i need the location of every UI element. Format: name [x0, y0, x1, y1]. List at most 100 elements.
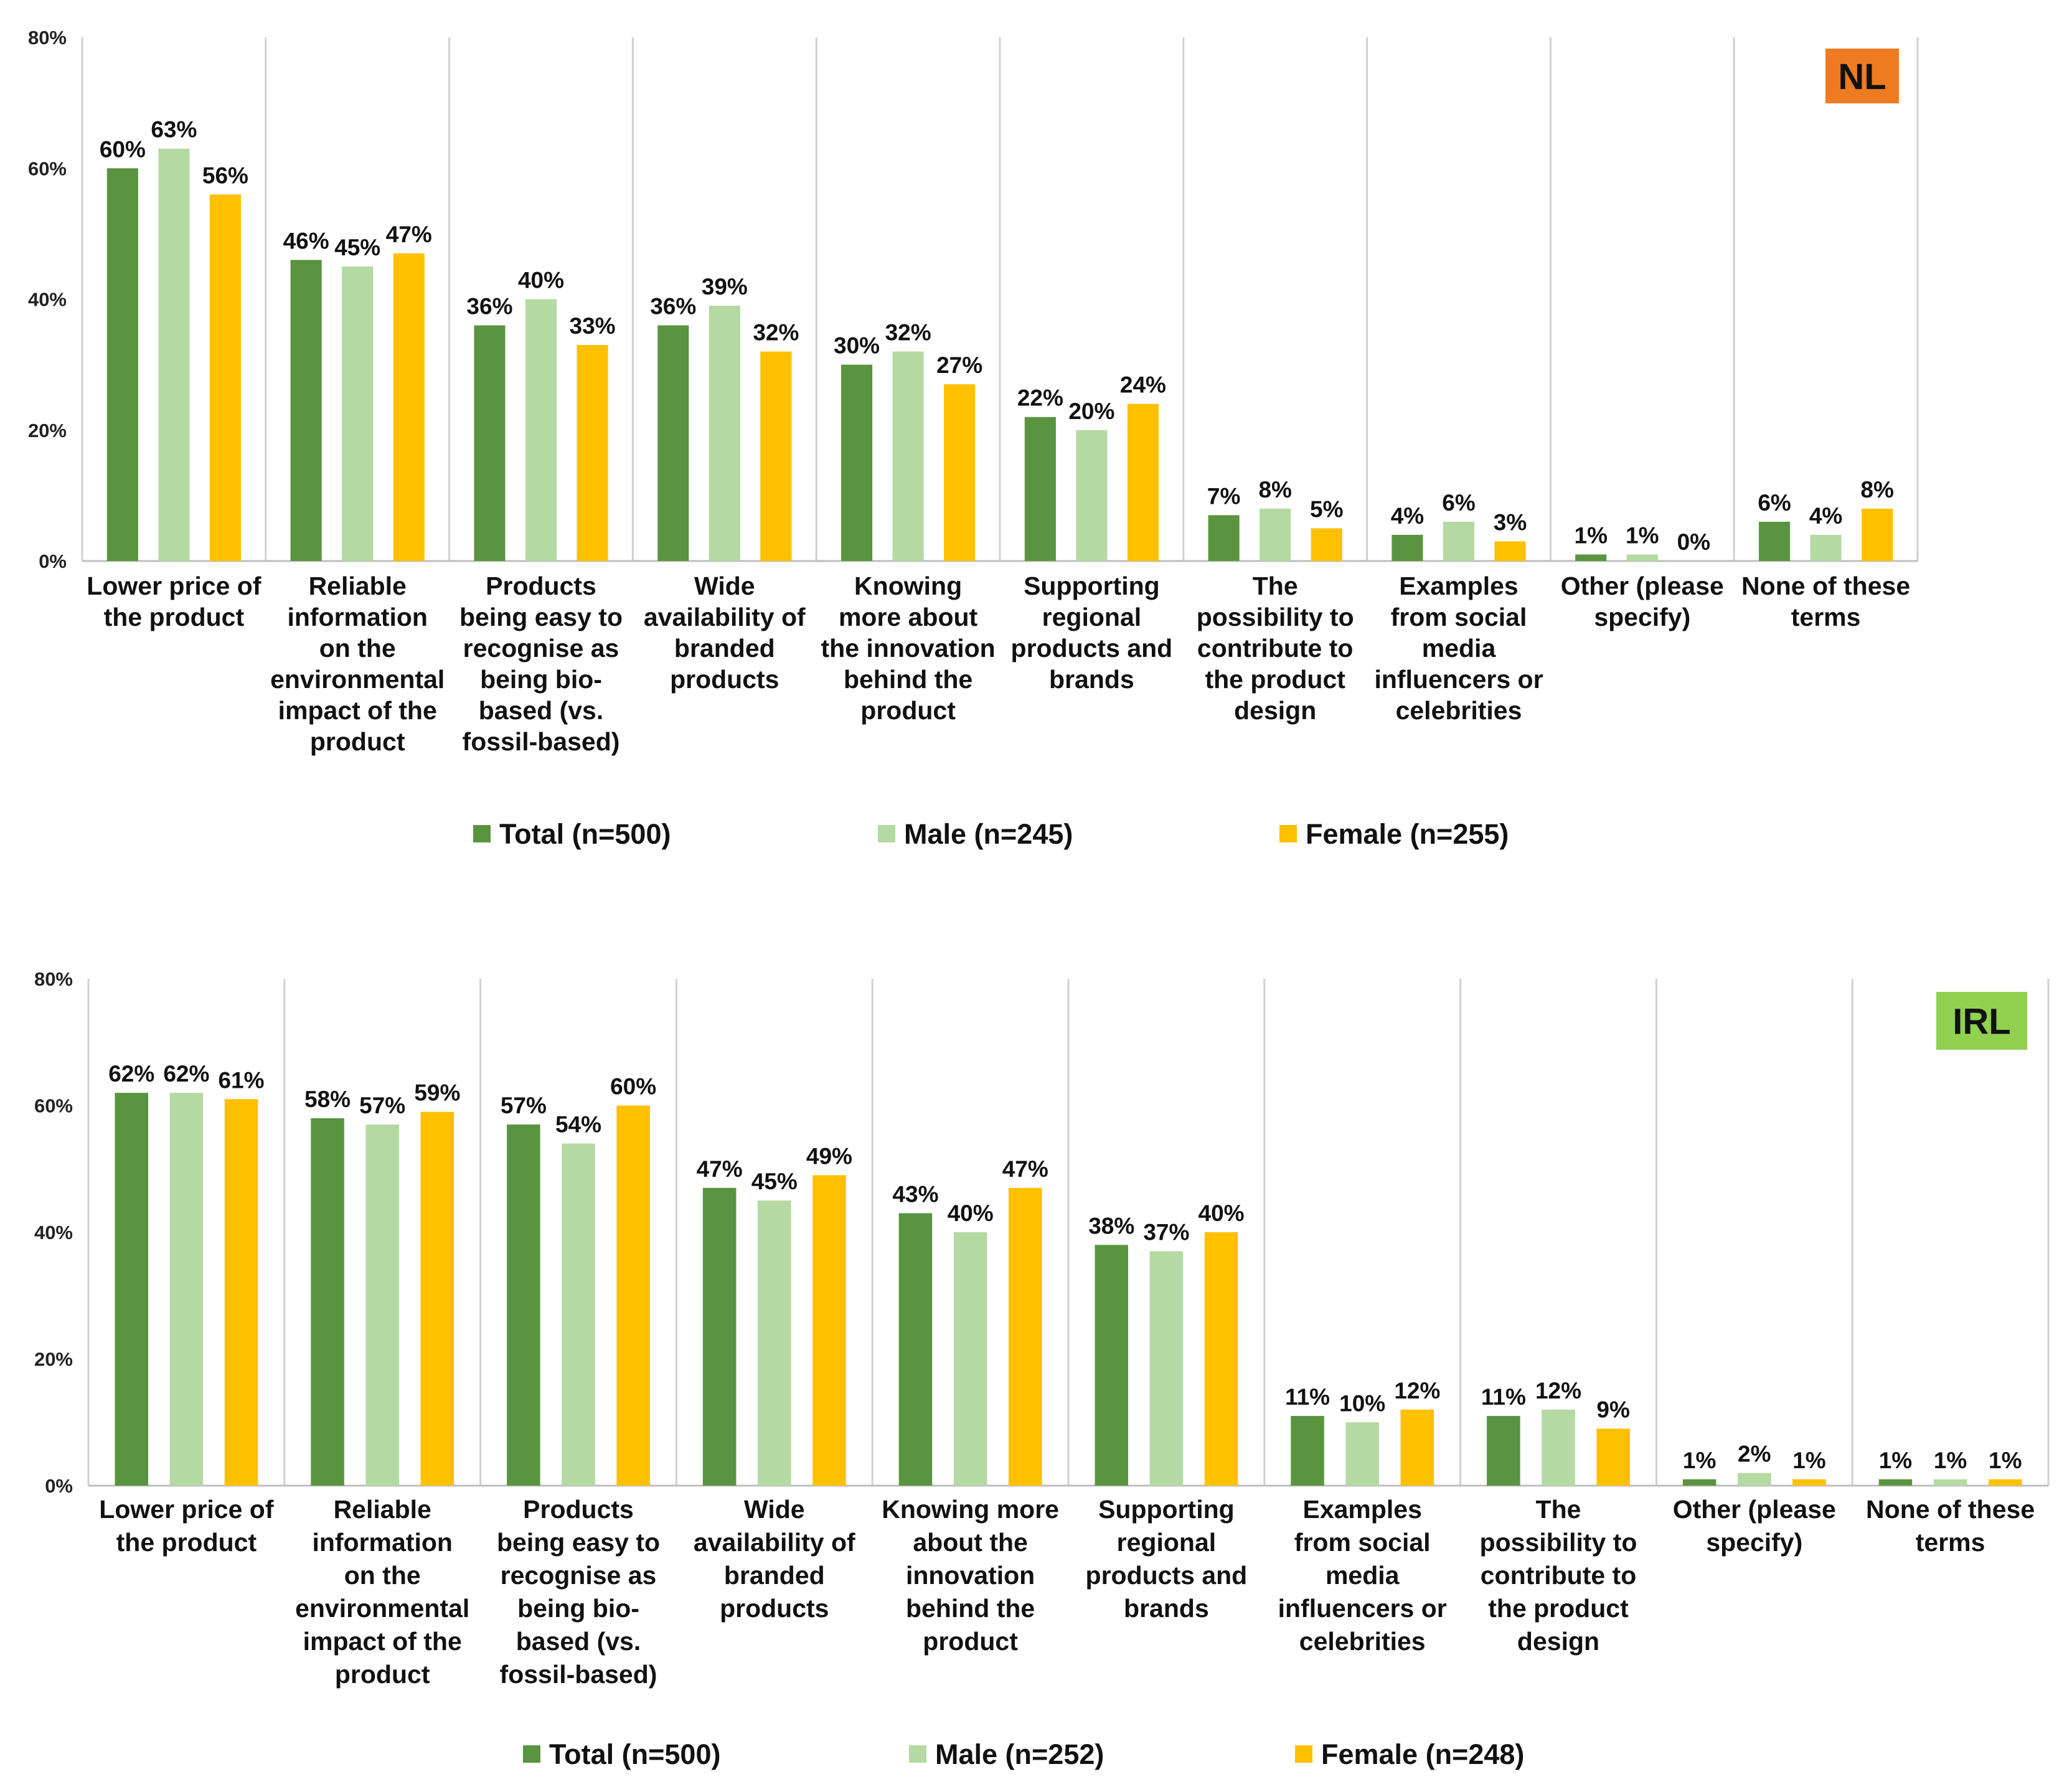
data-label-total: 1%: [1575, 522, 1608, 548]
legend-label-female: Female (n=255): [1306, 818, 1509, 850]
data-label-total: 36%: [650, 294, 696, 319]
bar-total: [898, 1213, 933, 1486]
data-label-male: 8%: [1258, 477, 1291, 502]
bar-female: [1862, 508, 1893, 561]
y-tick-label: 60%: [34, 1095, 73, 1117]
bar-total: [1095, 1245, 1129, 1486]
bar-male: [758, 1200, 791, 1486]
bar-male: [1149, 1251, 1184, 1486]
category-label: Supporting regional products and brands: [1086, 1495, 1248, 1623]
legend-label-total: Total (n=500): [549, 1738, 720, 1770]
data-label-total: 11%: [1481, 1384, 1526, 1410]
data-label-female: 60%: [610, 1074, 656, 1100]
data-label-female: 59%: [414, 1080, 460, 1106]
data-label-male: 6%: [1442, 490, 1475, 516]
category-label: Lower price of the product: [99, 1495, 274, 1557]
bar-total: [290, 260, 322, 561]
data-label-female: 47%: [1002, 1156, 1048, 1182]
data-label-female: 1%: [1792, 1448, 1825, 1473]
data-label-male: 37%: [1143, 1220, 1189, 1245]
data-label-male: 40%: [948, 1200, 994, 1226]
data-label-total: 58%: [304, 1087, 351, 1112]
data-label-total: 30%: [834, 333, 880, 359]
chart-panel-irl: 0% 20% 40% 60% 80% 62% 58% 57% 47% 43% 38% 11% 11% 1%…: [34, 968, 2050, 1770]
category-label: Other (please specify): [1561, 572, 1724, 631]
data-label-male: 32%: [885, 320, 931, 346]
legend-swatch-total: [523, 1745, 540, 1763]
data-label-male: 2%: [1738, 1441, 1771, 1467]
data-label-male: 63%: [151, 117, 197, 143]
legend-label-male: Male (n=245): [904, 818, 1073, 850]
category-label: Products being easy to recognise as being b…: [497, 1495, 660, 1689]
category-label: Supporting regional products and brands: [1011, 572, 1173, 694]
category-label: None of these terms: [1741, 572, 1910, 631]
data-label-total: 1%: [1683, 1448, 1716, 1473]
bar-male: [1260, 508, 1291, 561]
bar-male: [1810, 534, 1842, 561]
bar-total: [1291, 1416, 1324, 1486]
data-label-total: 7%: [1207, 483, 1240, 509]
data-label-male: 62%: [163, 1061, 209, 1087]
bar-male: [158, 148, 190, 561]
data-label-female: 8%: [1860, 477, 1893, 502]
bar-total: [1682, 1479, 1716, 1486]
data-label-female: 12%: [1394, 1378, 1440, 1403]
data-label-female: 3%: [1494, 509, 1527, 535]
bar-male: [169, 1093, 204, 1486]
data-label-total: 60%: [100, 136, 146, 162]
bar-male: [1738, 1473, 1771, 1486]
data-label-male: 45%: [334, 235, 380, 260]
bar-female: [1792, 1479, 1826, 1486]
category-label: Reliable information on the environmental im…: [270, 572, 445, 756]
category-label: Knowing more about the innovation behind th…: [821, 572, 996, 725]
data-label-total: 1%: [1879, 1448, 1912, 1473]
y-tick-label: 0%: [39, 550, 67, 572]
bar-male: [892, 351, 924, 561]
bar-female: [1400, 1409, 1434, 1486]
bar-total: [1758, 521, 1791, 561]
data-label-total: 6%: [1758, 490, 1791, 516]
data-label-female: 61%: [219, 1067, 265, 1093]
bar-total: [702, 1187, 737, 1486]
data-label-male: 40%: [518, 268, 564, 293]
bar-total: [1487, 1416, 1520, 1486]
bar-total: [1575, 554, 1607, 561]
bar-female: [1988, 1479, 2022, 1486]
bar-female: [1204, 1232, 1238, 1486]
data-label-total: 57%: [501, 1093, 547, 1118]
bar-total: [311, 1118, 344, 1486]
category-label: Wide availability of branded products: [644, 572, 806, 694]
data-label-female: 24%: [1120, 372, 1166, 398]
data-label-male: 1%: [1626, 522, 1659, 548]
bar-total: [1392, 534, 1423, 561]
bar-total: [657, 325, 689, 561]
bar-male: [342, 266, 374, 561]
data-label-female: 5%: [1310, 496, 1343, 522]
bar-female: [616, 1105, 650, 1486]
data-label-male: 57%: [359, 1093, 405, 1118]
bar-female: [420, 1111, 454, 1486]
data-label-male: 45%: [751, 1169, 798, 1194]
category-label: Examples from social media influencers or ce…: [1374, 572, 1543, 725]
legend-swatch-male: [909, 1745, 926, 1763]
bar-female: [393, 253, 425, 561]
legend-swatch-total: [473, 825, 491, 842]
data-label-female: 27%: [936, 352, 982, 378]
bar-total: [841, 364, 873, 561]
bar-male: [562, 1143, 595, 1486]
data-label-female: 32%: [753, 320, 799, 346]
bar-male: [1933, 1479, 1967, 1486]
bar-male: [365, 1125, 399, 1486]
country-badge: [1936, 992, 2027, 1050]
bar-female: [1127, 403, 1159, 561]
data-label-total: 46%: [283, 228, 329, 253]
legend-label-male: Male (n=252): [935, 1738, 1104, 1770]
data-label-male: 39%: [702, 274, 748, 299]
bar-total: [1024, 417, 1056, 561]
data-label-male: 4%: [1809, 503, 1842, 529]
bar-female: [812, 1175, 846, 1486]
y-tick-label: 80%: [28, 27, 67, 49]
bar-female: [1008, 1187, 1042, 1486]
data-label-female: 40%: [1198, 1200, 1245, 1226]
